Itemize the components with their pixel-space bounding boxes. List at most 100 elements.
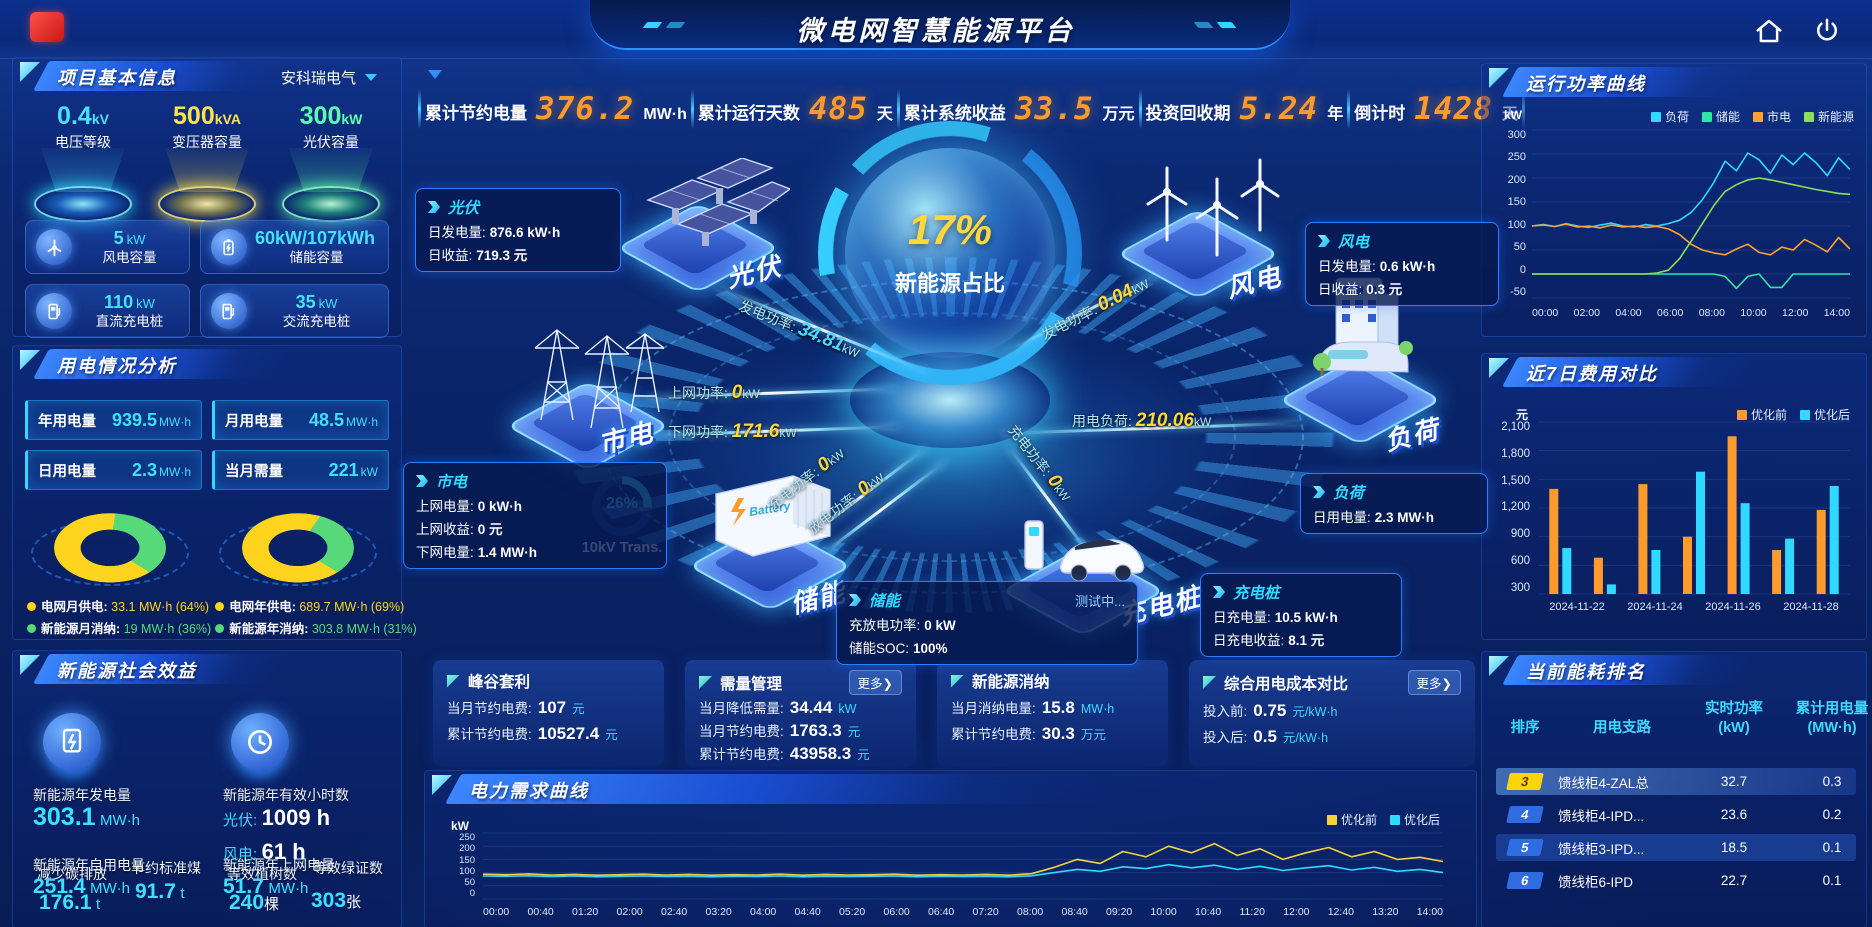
benefit-value: 303张	[311, 889, 362, 912]
table-row[interactable]: 3 馈线柜4-ZAL总 32.7 0.3	[1496, 768, 1856, 795]
collapse-arrow-icon[interactable]	[428, 70, 442, 79]
month-supply-donut	[21, 494, 199, 594]
charger-tooltip: 充电桩 日充电量: 10.5 kW·h 日充电收益: 8.1 元	[1200, 573, 1402, 657]
kpi-demand-management: 需量管理 更多❯ 当月降低需量: 34.44 kW 当月节约电费: 1763.3 元 累计…	[685, 660, 916, 766]
project-info-panel: 项目基本信息 安科瑞电气 0.4kV 电压等级 500kVA 变压器容量 300…	[12, 57, 402, 338]
realtime-power: 18.5	[1720, 840, 1748, 855]
benefit-value: 91.7 t	[135, 880, 185, 903]
benefit-label: 新能源年发电量	[33, 787, 131, 803]
x-tick-label: 04:40	[794, 906, 821, 918]
y-tick-label: 100	[459, 865, 475, 877]
x-axis: 00:00 02:00 04:00 06:00 08:00 10:00 12:00 14:00	[1532, 308, 1850, 319]
capacity-cards: 5 kW 风电容量 60kW/107kWh 储能容量 110 kW 直流充电桩 35 kW 交…	[25, 220, 389, 338]
benefit-label: 等效植树数	[227, 866, 297, 882]
energy-ranking-panel: 当前能耗排名 排序 用电支路 实时功率 (kW) 累计用电量 (MW·h) 3 …	[1481, 651, 1869, 927]
flow-grid-down: 下网功率: 171.6kW	[668, 421, 797, 442]
title-plate	[590, 0, 1290, 50]
ranking-table-header: 排序 用电支路 实时功率 (kW) 累计用电量 (MW·h)	[1496, 700, 1869, 738]
social-benefits-panel: 新能源社会效益 新能源年发电量 303.1 MW·h 新能源年有效小时数 光伏:…	[12, 650, 402, 927]
kpi-corner-icon	[951, 674, 964, 688]
panel-corner-icon	[20, 350, 40, 370]
kpi-corner-icon	[699, 676, 712, 689]
kpi-corner-icon	[1203, 676, 1216, 689]
benefit-value: 176.1 t	[39, 891, 101, 914]
panel-title: 电力需求曲线	[469, 781, 589, 801]
y-axis: 300 250 200 150 100 50 0 -50	[1490, 130, 1526, 298]
table-row[interactable]: 4 馈线柜4-IPD... 23.6 0.2	[1496, 801, 1856, 828]
demand-curve-chart	[482, 832, 1444, 900]
stat-label: 投资回收期	[1145, 104, 1231, 123]
rank-badge: 4	[1506, 806, 1544, 823]
stat-value: 485	[808, 91, 868, 127]
podium-voltage: 0.4kV 电压等级	[23, 102, 143, 222]
panel-header: 电力需求曲线	[425, 771, 1476, 807]
benefit-label: 新能源年上网电量	[223, 857, 335, 873]
podium-unit: kVA	[214, 111, 241, 127]
panel-header: 运行功率曲线	[1482, 64, 1866, 100]
card-wind-capacity: 5 kW 风电容量	[25, 220, 190, 274]
legend-item[interactable]: 市电	[1752, 108, 1791, 125]
node-wind[interactable]	[1110, 110, 1300, 310]
charging-pile-icon	[36, 293, 72, 329]
x-tick-label: 00:40	[527, 906, 554, 918]
x-tick-label: 10:00	[1150, 906, 1177, 918]
node-storage[interactable]: Battery	[687, 460, 870, 620]
podium-pv-capacity: 300kW 光伏容量	[271, 102, 391, 222]
node-charger[interactable]	[995, 495, 1185, 645]
kpi-cost-compare: 综合用电成本对比 更多❯ 投入前: 0.75 元/kW·h 投入后: 0.5 元/kW·h	[1189, 660, 1475, 766]
chevron-right-icon	[416, 475, 428, 487]
panel-header: 用电情况分析	[13, 346, 401, 382]
more-button[interactable]: 更多❯	[1407, 670, 1461, 695]
x-tick-label: 12:00	[1283, 906, 1310, 918]
benefit-pv-hours: 光伏: 1009 h	[223, 805, 331, 830]
y-tick-label: -50	[1510, 285, 1526, 298]
legend-item[interactable]: 负荷	[1650, 108, 1689, 125]
top-bar: 微电网智慧能源平台	[0, 0, 1872, 59]
table-row[interactable]: 5 馈线柜3-IPD... 18.5 0.1	[1496, 834, 1856, 861]
x-tick-label: 00:00	[1532, 307, 1559, 319]
node-grid[interactable]	[505, 290, 685, 480]
card-label: 储能容量	[289, 250, 344, 266]
legend-item[interactable]: 优化后	[1389, 811, 1440, 828]
card-dc-charger: 110 kW 直流充电桩	[25, 284, 190, 338]
chart-legend: 优化前 优化后	[1736, 406, 1850, 423]
legend-item[interactable]: 优化前	[1736, 406, 1787, 423]
legend-item[interactable]: 优化后	[1799, 406, 1850, 423]
y-tick-label: 50	[464, 877, 475, 889]
table-row[interactable]: 6 馈线柜6-IPD 22.7 0.1	[1496, 867, 1856, 894]
total-energy: 0.2	[1822, 807, 1842, 822]
summary-stats-bar: 累计节约电量 376.2 MW·h 累计运行天数 485 天 累计系统收益 33…	[418, 86, 1525, 132]
x-tick-label: 00:00	[483, 906, 510, 918]
stat-value: 376.2	[536, 91, 635, 127]
cost-compare-panel: 近7日费用对比 元 优化前 优化后 2,100 1,800 1,500 1,200 900…	[1481, 353, 1867, 640]
branch-name: 馈线柜4-IPD...	[1558, 808, 1645, 824]
legend-item[interactable]: 储能	[1701, 108, 1740, 125]
chart-legend: 优化前 优化后	[1326, 811, 1440, 828]
more-button[interactable]: 更多❯	[848, 670, 902, 695]
card-unit: kW	[126, 232, 146, 248]
chevron-right-icon	[1213, 586, 1225, 598]
y-tick-label: 600	[1510, 554, 1530, 567]
col-header-branch: 用电支路	[1593, 719, 1651, 736]
battery-box-text: Battery	[748, 498, 792, 519]
stat-unit: 万元	[1102, 106, 1135, 123]
home-icon[interactable]	[1754, 16, 1784, 46]
battery-icon	[210, 229, 247, 265]
panel-header: 项目基本信息 安科瑞电气	[13, 58, 401, 94]
x-tick-label: 04:00	[750, 906, 777, 918]
legend-item[interactable]: 新能源	[1803, 108, 1854, 125]
x-tick-label: 07:20	[972, 906, 999, 918]
company-dropdown[interactable]: 安科瑞电气	[281, 67, 377, 88]
node-pv[interactable]	[615, 150, 820, 320]
donut-legends: 电网月供电: 33.1 MW·h (64%) 电网年供电: 689.7 MW·h…	[27, 596, 417, 637]
power-icon[interactable]	[1812, 16, 1842, 46]
testing-badge: 测试中...	[1075, 593, 1125, 609]
y-tick-label: 250	[1507, 151, 1526, 164]
legend-item[interactable]: 优化前	[1326, 811, 1377, 828]
stat-total-income: 累计系统收益 33.5 万元	[900, 91, 1139, 127]
legend-year-renewable: 新能源年消纳: 303.8 MW·h (31%)	[215, 618, 417, 637]
chevron-down-icon	[365, 74, 377, 81]
podium-value: 500	[173, 102, 215, 130]
load-tooltip: 负荷 日用电量: 2.3 MW·h	[1300, 473, 1488, 534]
benefit-value: 303.1 MW·h	[33, 803, 141, 831]
